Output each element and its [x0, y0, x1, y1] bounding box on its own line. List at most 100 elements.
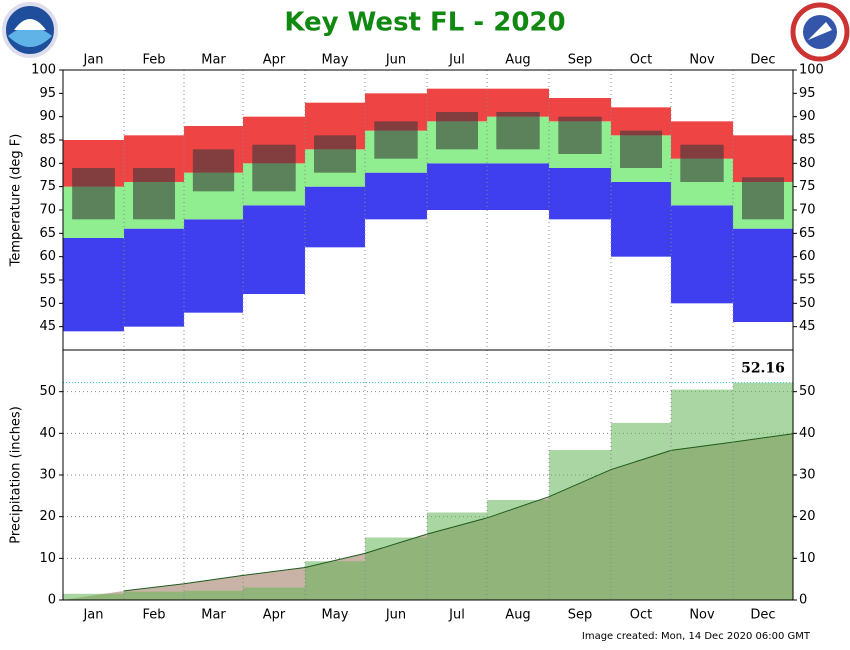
record-low-bar [184, 219, 243, 313]
actual-precip-bar [671, 389, 733, 600]
y-tick-label-right: 95 [799, 86, 816, 101]
month-label-bottom: May [322, 608, 349, 623]
y-tick-label: 20 [39, 509, 56, 524]
actual-precip-bar [549, 450, 611, 600]
y-tick-label-right: 85 [799, 133, 816, 148]
month-label-top: Apr [263, 53, 286, 68]
actual-precip-bar [243, 587, 305, 600]
actual-range-bar [620, 130, 662, 168]
y-axis-title: Precipitation (inches) [9, 406, 24, 544]
month-label-bottom: Aug [505, 608, 530, 623]
actual-range-bar [72, 168, 115, 220]
y-tick-label-right: 70 [799, 203, 816, 218]
month-label-top: Dec [750, 53, 775, 68]
y-tick-label-right: 75 [799, 179, 816, 194]
y-tick-label-right: 10 [799, 551, 816, 566]
actual-range-bar [252, 144, 296, 192]
y-tick-label-right: 50 [799, 296, 816, 311]
month-label-bottom: Feb [142, 608, 165, 623]
actual-range-bar [558, 116, 602, 154]
month-label-bottom: Jan [82, 608, 103, 623]
month-label-bottom: Sep [568, 608, 593, 623]
record-low-bar [124, 228, 184, 327]
y-tick-label-right: 20 [799, 509, 816, 524]
month-label-top: May [322, 53, 349, 68]
footer: Image created: Mon, 14 Dec 2020 06:00 GM… [582, 631, 811, 642]
actual-range-bar [436, 112, 478, 150]
y-axis-title: Temperature (deg F) [9, 134, 24, 268]
y-tick-label-right: 100 [799, 63, 824, 78]
y-tick-label-right: 50 [799, 384, 816, 399]
actual-range-bar [374, 121, 418, 159]
month-label-bottom: Mar [201, 608, 226, 623]
chart-title: Key West FL - 2020 [284, 8, 565, 38]
record-high-bar [549, 98, 611, 122]
month-label-bottom: Nov [689, 608, 715, 623]
normal-line [123, 433, 794, 592]
y-tick-label: 90 [39, 109, 56, 124]
actual-range-bar [314, 135, 356, 173]
month-label-top: Sep [568, 53, 593, 68]
record-low-bar [671, 205, 733, 304]
plot-frame [62, 69, 794, 601]
y-tick-label: 0 [48, 593, 56, 608]
y-tick-label-right: 45 [799, 319, 816, 334]
y-tick-label: 60 [39, 249, 56, 264]
actual-precip-bar [184, 590, 243, 600]
record-low-bar [611, 182, 671, 257]
month-label-bottom: Jul [448, 608, 465, 623]
actual-precip-bar [305, 561, 365, 600]
noaa-logo [2, 2, 58, 58]
y-tick-label: 70 [39, 203, 56, 218]
actual-range-bar [133, 168, 175, 220]
y-tick-label-right: 90 [799, 109, 816, 124]
month-label-top: Mar [201, 53, 226, 68]
month-label-top: Nov [689, 53, 715, 68]
actual-precip-bar [733, 382, 793, 600]
actual-precip-bar [487, 500, 549, 600]
y-tick-label: 65 [39, 226, 56, 241]
y-tick-label-right: 30 [799, 468, 816, 483]
month-label-bottom: Dec [750, 608, 775, 623]
y-tick-label-right: 65 [799, 226, 816, 241]
month-label-top: Jan [82, 53, 103, 68]
record-high-bar [733, 135, 793, 182]
actual-precip-bar [427, 512, 487, 600]
record-low-bar [549, 168, 611, 220]
month-label-bottom: Apr [263, 608, 286, 623]
month-label-bottom: Jun [385, 608, 406, 623]
actual-precip-bar [611, 422, 671, 600]
month-label-top: Aug [505, 53, 530, 68]
month-label-top: Jun [385, 53, 406, 68]
y-tick-label: 100 [31, 63, 56, 78]
record-low-bar [243, 205, 305, 294]
record-low-bar [427, 163, 487, 210]
y-tick-label-right: 40 [799, 426, 816, 441]
y-tick-label: 10 [39, 551, 56, 566]
y-tick-label: 50 [39, 296, 56, 311]
y-tick-label: 45 [39, 319, 56, 334]
month-label-top: Jul [448, 53, 465, 68]
y-tick-label: 75 [39, 179, 56, 194]
y-tick-label: 55 [39, 273, 56, 288]
y-tick-label: 95 [39, 86, 56, 101]
actual-range-bar [742, 177, 784, 220]
nws-logo [790, 2, 850, 62]
y-tick-label-right: 60 [799, 249, 816, 264]
record-low-bar [487, 163, 549, 210]
actual-range-bar [192, 149, 235, 192]
total-label: 52.16 [741, 361, 785, 377]
y-tick-label-right: 55 [799, 273, 816, 288]
y-tick-label: 30 [39, 468, 56, 483]
y-tick-label: 80 [39, 156, 56, 171]
y-tick-label: 85 [39, 133, 56, 148]
y-tick-label: 40 [39, 426, 56, 441]
actual-range-bar [680, 144, 724, 182]
record-low-bar [733, 228, 793, 322]
month-label-top: Feb [142, 53, 165, 68]
actual-precip-bar [124, 591, 184, 600]
y-tick-label: 50 [39, 384, 56, 399]
y-tick-label-right: 80 [799, 156, 816, 171]
actual-range-bar [496, 112, 540, 150]
